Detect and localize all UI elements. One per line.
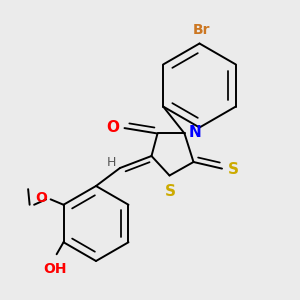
Text: S: S bbox=[165, 184, 176, 199]
Text: H: H bbox=[107, 156, 116, 169]
Text: O: O bbox=[36, 191, 48, 205]
Text: Br: Br bbox=[192, 23, 210, 37]
Text: OH: OH bbox=[44, 262, 67, 276]
Text: O: O bbox=[106, 120, 119, 135]
Text: S: S bbox=[227, 162, 239, 177]
Text: N: N bbox=[188, 125, 201, 140]
